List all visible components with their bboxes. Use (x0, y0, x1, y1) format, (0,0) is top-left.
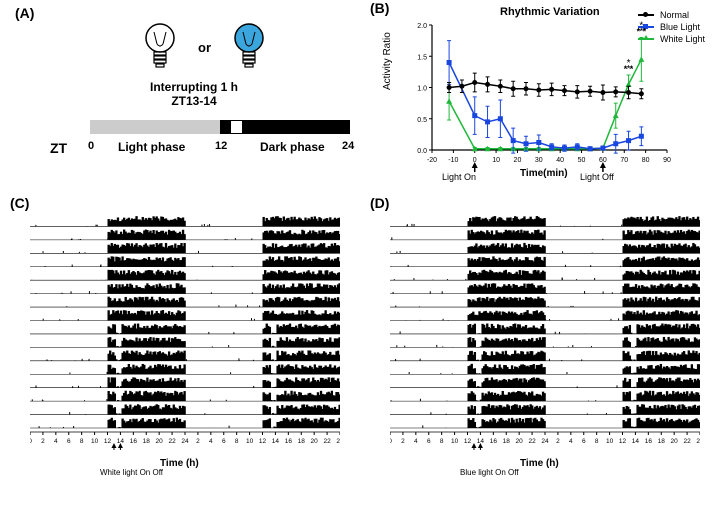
svg-text:2: 2 (556, 438, 560, 445)
actogram-c-svg: 0246810121416182022242468101214161820222… (30, 215, 340, 450)
svg-text:12: 12 (259, 438, 267, 445)
svg-text:90: 90 (663, 157, 671, 164)
panel-b-chart: Rhythmic Variation Activity Ratio Time(m… (380, 0, 710, 190)
lightbulb-white-icon (140, 20, 180, 75)
svg-text:0.5: 0.5 (417, 117, 427, 124)
svg-text:0: 0 (30, 438, 32, 445)
svg-text:8: 8 (440, 438, 444, 445)
svg-text:2: 2 (41, 438, 45, 445)
svg-text:2: 2 (401, 438, 405, 445)
svg-text:50: 50 (578, 157, 586, 164)
panel-c-actogram: 0246810121416182022242468101214161820222… (10, 200, 350, 480)
svg-text:16: 16 (130, 438, 138, 445)
actogram-c-annot: White light On Off (100, 468, 163, 477)
svg-text:*: * (627, 64, 631, 75)
svg-text:80: 80 (642, 157, 650, 164)
svg-text:0: 0 (390, 438, 392, 445)
light-off-annot: Light Off (580, 172, 614, 182)
dark-phase-label: Dark phase (260, 140, 325, 154)
svg-text:-20: -20 (427, 157, 437, 164)
svg-text:18: 18 (658, 438, 666, 445)
svg-text:*: * (639, 26, 643, 37)
svg-text:16: 16 (285, 438, 293, 445)
panel-d-actogram: 0246810121416182022242468101214161820222… (370, 200, 710, 480)
light-on-annot: Light On (442, 172, 476, 182)
svg-text:12: 12 (464, 438, 472, 445)
svg-text:2.0: 2.0 (417, 23, 427, 30)
zt-light-segment (90, 120, 220, 134)
svg-text:4: 4 (54, 438, 58, 445)
svg-text:12: 12 (104, 438, 112, 445)
svg-text:6: 6 (427, 438, 431, 445)
svg-text:10: 10 (91, 438, 99, 445)
zt-dark-segment-1 (220, 120, 231, 134)
lightbulb-blue-icon (229, 20, 269, 75)
zt-12: 12 (215, 140, 227, 152)
svg-text:8: 8 (235, 438, 239, 445)
svg-text:6: 6 (222, 438, 226, 445)
svg-text:4: 4 (414, 438, 418, 445)
svg-text:24: 24 (181, 438, 189, 445)
svg-text:18: 18 (503, 438, 511, 445)
svg-text:14: 14 (632, 438, 640, 445)
svg-text:22: 22 (168, 438, 176, 445)
svg-text:4: 4 (569, 438, 573, 445)
svg-text:16: 16 (645, 438, 653, 445)
svg-text:-10: -10 (448, 157, 458, 164)
svg-text:30: 30 (535, 157, 543, 164)
svg-text:20: 20 (516, 438, 524, 445)
panel-a-diagram: or Interrupting 1 h ZT13-14 ZT 0 12 24 L… (20, 10, 360, 180)
y-axis-label: Activity Ratio (382, 32, 393, 90)
svg-text:2: 2 (196, 438, 200, 445)
or-text: or (198, 40, 211, 55)
svg-text:0.0: 0.0 (417, 148, 427, 155)
svg-text:22: 22 (683, 438, 691, 445)
svg-text:6: 6 (582, 438, 586, 445)
svg-text:10: 10 (451, 438, 459, 445)
svg-text:10: 10 (606, 438, 614, 445)
svg-text:24: 24 (541, 438, 549, 445)
svg-text:6: 6 (67, 438, 71, 445)
actogram-d-svg: 0246810121416182022242468101214161820222… (390, 215, 700, 450)
zt-0: 0 (88, 140, 94, 152)
chart-svg: -20-1001020304050607080900.00.51.01.52.0… (402, 15, 672, 180)
zt-gap-segment (231, 120, 242, 134)
zt-dark-segment-2 (242, 120, 350, 134)
svg-text:20: 20 (671, 438, 679, 445)
svg-text:1.0: 1.0 (417, 86, 427, 93)
svg-text:8: 8 (80, 438, 84, 445)
svg-text:18: 18 (143, 438, 151, 445)
interrupt-text: Interrupting 1 h ZT13-14 (150, 80, 238, 108)
svg-text:1.5: 1.5 (417, 54, 427, 61)
svg-text:22: 22 (528, 438, 536, 445)
svg-text:18: 18 (298, 438, 306, 445)
svg-text:10: 10 (492, 157, 500, 164)
actogram-d-annot: Blue light On Off (460, 468, 519, 477)
zt-bar (90, 120, 350, 134)
actogram-c-xlabel: Time (h) (160, 458, 199, 469)
svg-text:8: 8 (595, 438, 599, 445)
svg-text:24: 24 (336, 438, 340, 445)
svg-text:22: 22 (323, 438, 331, 445)
zt-24: 24 (342, 140, 354, 152)
svg-text:4: 4 (209, 438, 213, 445)
actogram-d-xlabel: Time (h) (520, 458, 559, 469)
light-phase-label: Light phase (118, 140, 185, 154)
svg-text:16: 16 (490, 438, 498, 445)
svg-text:20: 20 (156, 438, 164, 445)
svg-text:40: 40 (556, 157, 564, 164)
svg-text:24: 24 (696, 438, 700, 445)
svg-text:12: 12 (619, 438, 627, 445)
svg-text:70: 70 (620, 157, 628, 164)
svg-text:10: 10 (246, 438, 254, 445)
svg-text:20: 20 (311, 438, 319, 445)
zt-label: ZT (50, 140, 67, 156)
svg-text:20: 20 (514, 157, 522, 164)
svg-text:14: 14 (272, 438, 280, 445)
